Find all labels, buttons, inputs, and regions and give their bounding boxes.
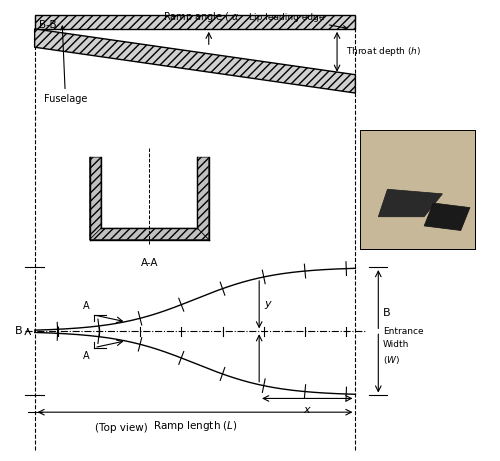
- Text: B: B: [15, 326, 22, 337]
- Text: (Top view): (Top view): [96, 423, 148, 433]
- Text: Lip leading edge: Lip leading edge: [249, 13, 347, 30]
- Polygon shape: [378, 189, 442, 217]
- Text: A: A: [83, 351, 89, 361]
- Text: Fuselage: Fuselage: [44, 26, 87, 104]
- Polygon shape: [90, 157, 101, 240]
- Polygon shape: [424, 203, 470, 230]
- Text: ($W$): ($W$): [383, 354, 400, 366]
- Text: A-A: A-A: [140, 258, 158, 268]
- Text: Ramp length ($L$): Ramp length ($L$): [152, 419, 238, 433]
- Polygon shape: [90, 228, 209, 240]
- FancyBboxPatch shape: [360, 130, 474, 249]
- Polygon shape: [34, 15, 355, 29]
- Text: Entrance: Entrance: [383, 327, 424, 336]
- Text: Throat depth ($h$): Throat depth ($h$): [346, 45, 422, 58]
- Text: Ramp angle ( $\alpha$: Ramp angle ( $\alpha$: [163, 10, 240, 24]
- Bar: [360, 130, 474, 249]
- Text: $x$: $x$: [303, 405, 312, 415]
- Polygon shape: [198, 157, 209, 240]
- Text: $y$: $y$: [264, 299, 272, 311]
- Polygon shape: [34, 29, 355, 93]
- Text: Width: Width: [383, 341, 409, 349]
- Text: A: A: [83, 301, 89, 311]
- Text: B: B: [383, 307, 390, 318]
- Text: B-B: B-B: [39, 20, 57, 30]
